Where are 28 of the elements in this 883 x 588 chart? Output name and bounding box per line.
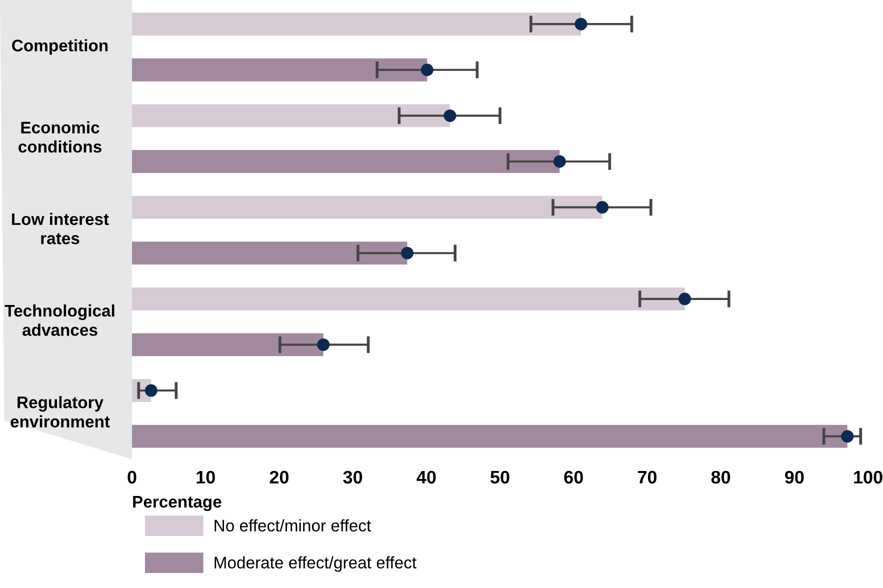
x-tick-label: 10 (196, 470, 215, 484)
y-tick-label: Economic conditions (18, 121, 102, 153)
y-tick-label: Regulatory environment (10, 396, 110, 428)
x-tick-label: 20 (270, 470, 289, 484)
y-tick-label: Low interest rates (12, 212, 109, 244)
bar (132, 104, 450, 128)
bar (132, 12, 581, 36)
bar (132, 287, 685, 310)
bar (132, 150, 560, 173)
legend-label: Moderate effect/great effect (214, 556, 416, 572)
bar (132, 424, 848, 448)
x-tick-label: 90 (784, 470, 804, 484)
x-axis-title: Percentage (133, 496, 222, 512)
x-tick-label: 50 (490, 470, 510, 484)
x-tick-label: 30 (343, 470, 362, 484)
legend-label: No effect/minor effect (214, 519, 372, 532)
x-tick-label: 60 (564, 470, 583, 484)
x-tick-label: 70 (638, 470, 657, 484)
y-tick-label: Technological advances (4, 304, 114, 336)
y-tick-label: Competition (12, 39, 108, 55)
x-tick-label: 40 (416, 470, 436, 484)
bar (132, 242, 408, 265)
bar (132, 196, 602, 219)
bar (132, 333, 324, 356)
x-tick-label: 100 (854, 470, 882, 484)
x-tick-label: 80 (711, 470, 730, 484)
bar (132, 58, 428, 82)
x-tick-label: 0 (128, 470, 136, 484)
